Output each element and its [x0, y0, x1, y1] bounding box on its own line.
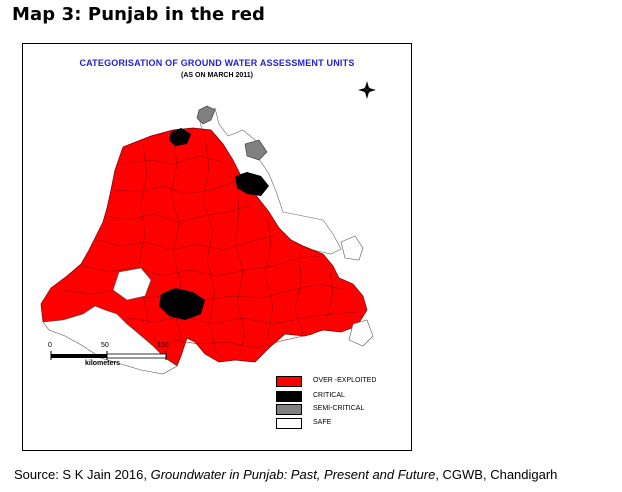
map-region-critical-north: [169, 128, 191, 146]
legend-swatch: [276, 376, 302, 387]
map-region-critical-south: [159, 288, 205, 320]
map-region-safe-west: [112, 267, 152, 301]
map-region-semi-critical-northeast: [244, 139, 268, 161]
map-region-critical-east: [235, 172, 269, 196]
punjab-map: [40, 81, 376, 375]
legend-swatch: [276, 391, 302, 402]
legend-label: CRITICAL: [313, 392, 345, 399]
map-region-safe-east: [340, 235, 364, 261]
source-prefix: Source: S K Jain 2016,: [14, 467, 151, 482]
legend-label: SAFE: [313, 419, 332, 426]
map-title: CATEGORISATION OF GROUND WATER ASSESSMEN…: [79, 58, 355, 68]
legend-label: SEMI-CRITICAL: [313, 405, 365, 412]
legend-label: OVER -EXPLOITED: [313, 377, 377, 384]
scale-tick-100: 100: [157, 342, 169, 349]
map-panel: CATEGORISATION OF GROUND WATER ASSESSMEN…: [22, 43, 412, 451]
compass-rose-icon: [358, 81, 376, 99]
scale-tick-0: 0: [48, 342, 52, 349]
scale-units-label: kilometers: [85, 360, 121, 367]
source-suffix: , CGWB, Chandigarh: [435, 467, 558, 482]
source-title: Groundwater in Punjab: Past, Present and…: [150, 467, 436, 482]
legend-swatch: [276, 404, 302, 415]
scale-bar: [50, 351, 167, 360]
map-region-safe-south: [348, 319, 374, 347]
page-heading: Map 3: Punjab in the red: [12, 4, 266, 25]
source-citation: Source: S K Jain 2016, Groundwater in Pu…: [14, 467, 557, 482]
map-region-semi-critical-north: [196, 105, 216, 125]
map-region-over-exploited: [40, 127, 368, 367]
scale-tick-50: 50: [101, 342, 109, 349]
legend-swatch: [276, 418, 302, 429]
map-subtitle: (AS ON MARCH 2011): [181, 72, 253, 79]
